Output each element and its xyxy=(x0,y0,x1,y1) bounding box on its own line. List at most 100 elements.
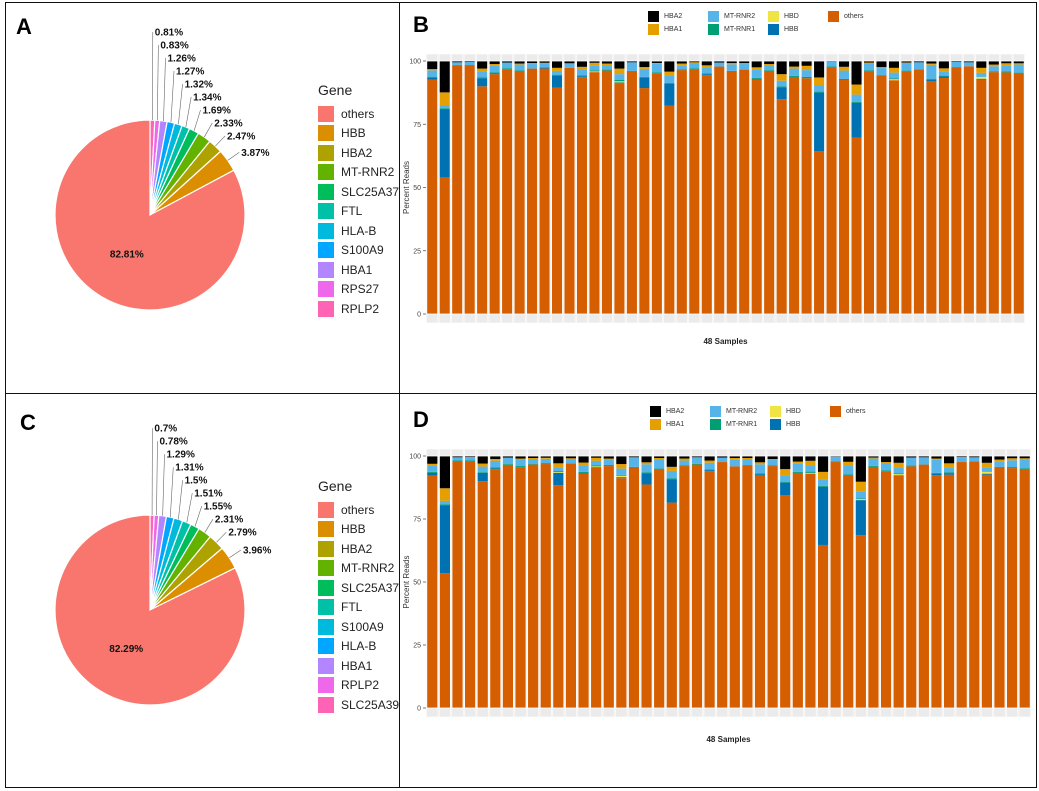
bar-segment-hbd xyxy=(590,466,602,468)
bar-segment-hba1 xyxy=(876,67,887,69)
bar-segment-mt-rnr2 xyxy=(713,62,725,67)
bar-segment-mt-rnr2 xyxy=(813,85,825,92)
legend-swatch xyxy=(768,24,779,35)
legend-label: HBA1 xyxy=(666,421,685,428)
legend-label: HBB xyxy=(786,421,801,428)
panel-d xyxy=(399,393,1037,788)
bar-segment-others xyxy=(539,68,550,314)
bar-segment-hba1 xyxy=(776,74,788,81)
bar-segment-mt-rnr1 xyxy=(527,464,539,465)
legend-label: others xyxy=(846,408,866,415)
bar-segment-others xyxy=(578,473,590,708)
bar-segment-mt-rnr1 xyxy=(826,66,838,68)
legend-swatch xyxy=(318,105,334,122)
legend-swatch xyxy=(318,144,334,161)
legend-label: S100A9 xyxy=(341,619,384,634)
bar-segment-hbd xyxy=(975,76,987,79)
pie-label-leader xyxy=(186,493,193,523)
bar-segment-others xyxy=(651,73,663,314)
bar-segment-hba1 xyxy=(426,69,438,71)
bar-segment-mt-rnr2 xyxy=(565,459,577,464)
bar-outline xyxy=(791,455,804,709)
pie-value-label: 1.27% xyxy=(176,66,204,77)
bar-segment-hbb xyxy=(975,78,987,80)
bar-outline xyxy=(663,60,676,315)
legend-swatch xyxy=(650,419,661,430)
bar-segment-hba2 xyxy=(741,456,753,459)
bar-segment-hba2 xyxy=(515,456,527,459)
bar-segment-mt-rnr1 xyxy=(439,108,451,110)
bar-segment-mt-rnr2 xyxy=(552,467,564,472)
bar-segment-hba2 xyxy=(956,456,968,458)
bar-segment-hba1 xyxy=(754,462,766,465)
bar-segment-hbb xyxy=(701,74,713,76)
bar-segment-mt-rnr2 xyxy=(830,456,842,462)
pie-label-leader xyxy=(157,44,159,121)
bar-segment-hba2 xyxy=(876,61,887,68)
bar-outline xyxy=(439,455,451,709)
bar-segment-hba2 xyxy=(576,61,588,67)
bar-segment-hba2 xyxy=(502,456,514,458)
bar-segment-mt-rnr2 xyxy=(514,64,526,71)
bar-segment-mt-rnr1 xyxy=(779,481,791,483)
bar-segment-hba1 xyxy=(514,63,526,65)
y-axis-title: Percent Reads xyxy=(402,161,411,214)
legend-label: MT-RNR1 xyxy=(726,421,758,428)
bar-segment-mt-rnr1 xyxy=(988,71,1000,73)
bar-segment-hbb xyxy=(552,472,564,486)
pie-label-leader xyxy=(215,135,226,147)
bar-segment-hba2 xyxy=(801,61,813,66)
bar-segment-hba1 xyxy=(938,68,950,72)
bar-segment-others xyxy=(918,464,930,708)
legend-label: RPS27 xyxy=(341,282,380,297)
bar-segment-mt-rnr2 xyxy=(539,63,550,68)
bar-outline xyxy=(917,455,930,709)
bar-outline xyxy=(880,455,892,709)
bar-segment-hba1 xyxy=(439,488,451,501)
legend-swatch xyxy=(830,406,841,417)
pie-label-leader xyxy=(204,519,214,533)
bar-segment-hba2 xyxy=(738,61,750,64)
bar-segment-mt-rnr2 xyxy=(1013,64,1025,73)
legend-swatch xyxy=(318,638,334,655)
bar-segment-hba2 xyxy=(813,61,825,78)
bar-segment-others xyxy=(925,80,937,314)
bar-segment-hba2 xyxy=(763,61,775,65)
bar-segment-mt-rnr1 xyxy=(576,75,588,77)
bar-segment-mt-rnr2 xyxy=(551,70,563,75)
bar-segment-mt-rnr2 xyxy=(464,457,476,461)
bar-segment-mt-rnr2 xyxy=(888,72,900,79)
bar-segment-others xyxy=(626,71,638,314)
legend-label: RPLP2 xyxy=(341,678,380,693)
bar-segment-mt-rnr2 xyxy=(763,65,775,71)
plot-panel-background xyxy=(426,449,1031,717)
bar-segment-hba2 xyxy=(489,456,501,460)
y-tick-label: 25 xyxy=(413,248,421,255)
y-tick-label: 50 xyxy=(413,185,421,192)
bar-segment-others xyxy=(729,466,741,708)
legend-item-hbd: HBD xyxy=(768,11,820,22)
bar-segment-hbb xyxy=(477,472,489,482)
legend-item-mt-rnr2: MT-RNR2 xyxy=(318,559,399,579)
bar-segment-hbb xyxy=(925,79,937,81)
bar-segment-mt-rnr1 xyxy=(830,461,842,463)
bar-segment-others xyxy=(851,137,862,314)
bar-segment-hba2 xyxy=(880,456,892,463)
bar-segment-hba1 xyxy=(767,459,779,461)
bar-segment-others xyxy=(565,463,577,708)
bar-segment-hbb xyxy=(540,463,552,465)
bar-segment-hba2 xyxy=(905,456,917,458)
legend-label: others xyxy=(341,502,375,517)
bar-segment-mt-rnr2 xyxy=(963,62,975,67)
bar-segment-others xyxy=(638,88,650,314)
bar-segment-hba1 xyxy=(590,457,602,461)
legend-swatch xyxy=(318,579,334,596)
bar-outline xyxy=(925,60,938,315)
bar-outline xyxy=(1000,60,1013,315)
bar-segment-hba2 xyxy=(489,61,501,65)
pie-label-leader xyxy=(185,96,192,128)
bar-segment-others xyxy=(893,475,905,708)
bar-segment-hba2 xyxy=(788,61,800,67)
bar-segment-others xyxy=(502,464,514,708)
bar-outline xyxy=(1006,455,1018,709)
